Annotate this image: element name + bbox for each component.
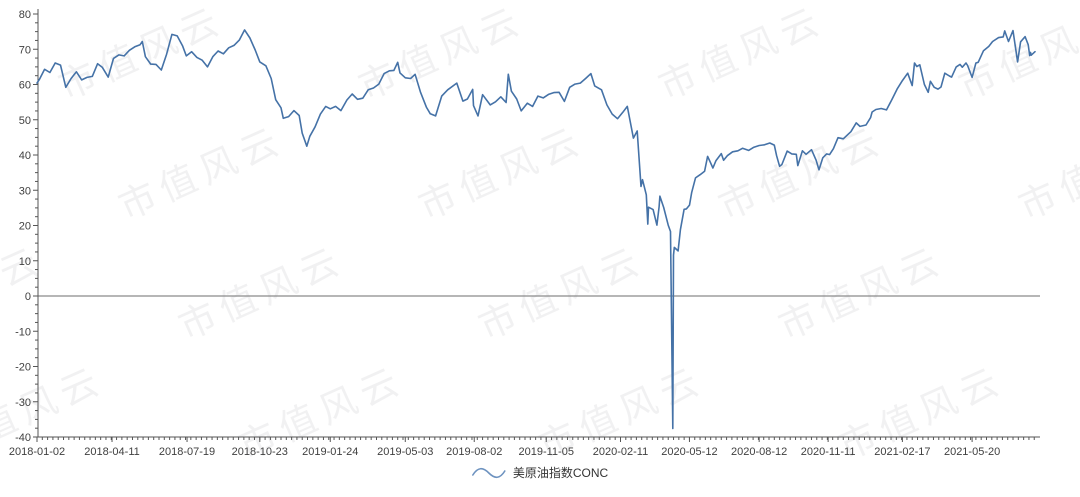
y-tick-label: 30 [19, 185, 31, 197]
y-tick-label: 10 [19, 256, 31, 268]
x-tick-label: 2019-11-05 [519, 446, 574, 458]
x-tick-label: 2020-08-12 [731, 446, 787, 458]
legend-item[interactable]: 美原油指数CONC [472, 464, 608, 481]
y-tick-label: 70 [19, 44, 31, 56]
x-tick-label: 2020-11-11 [801, 446, 856, 458]
legend-label: 美原油指数CONC [512, 466, 609, 480]
y-tick-label: 0 [25, 291, 31, 303]
y-tick-label: -10 [15, 326, 31, 338]
y-tick-label: 60 [19, 80, 31, 92]
x-tick-label: 2020-05-12 [661, 446, 717, 458]
y-tick-label: 40 [19, 150, 31, 162]
x-tick-label: 2018-07-19 [159, 446, 215, 458]
y-tick-label: -20 [15, 362, 31, 374]
legend-spline-icon [472, 467, 506, 478]
y-tick-label: -40 [15, 432, 31, 444]
x-tick-label: 2018-04-11 [84, 446, 139, 458]
price-line-series[interactable] [36, 29, 1036, 430]
x-tick-label: 2021-02-17 [874, 446, 930, 458]
x-tick-label: 2019-05-03 [377, 446, 433, 458]
x-tick-label: 2018-01-02 [9, 446, 65, 458]
x-tick-label: 2018-10-23 [232, 446, 288, 458]
y-tick-label: -30 [15, 397, 31, 409]
x-tick-label: 2020-02-11 [593, 446, 648, 458]
x-tick-label: 2019-08-02 [446, 446, 502, 458]
x-tick-label: 2021-05-20 [944, 446, 1000, 458]
y-tick-label: 50 [19, 115, 31, 127]
y-tick-label: 80 [19, 9, 31, 21]
y-tick-label: 20 [19, 221, 31, 233]
x-tick-label: 2019-01-24 [302, 446, 358, 458]
